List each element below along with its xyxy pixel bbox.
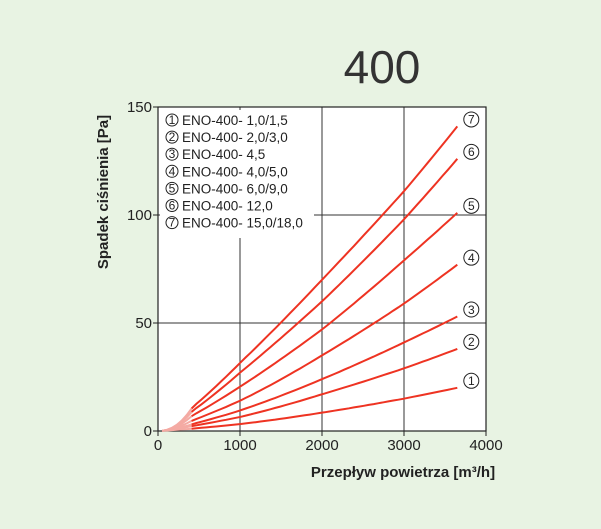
- legend-background: [160, 110, 314, 238]
- legend-marker-3: [165, 147, 179, 161]
- curve-marker-2: [463, 333, 480, 350]
- series-lines: [161, 125, 459, 432]
- legend-marker-7: [165, 216, 179, 230]
- curve-marker-4: [463, 249, 480, 266]
- curve-marker-6: [463, 143, 480, 160]
- legend-entry-4: ENO-400- 4,0/5,0: [182, 164, 288, 179]
- series-2-line: [191, 347, 458, 428]
- y-tick-label: 50: [135, 315, 152, 332]
- legend-marker-3-label: 3: [169, 147, 176, 161]
- series-4-line: [191, 263, 458, 422]
- legend-entry-6: ENO-400- 12,0: [182, 199, 273, 214]
- series-6-line: [190, 158, 459, 413]
- curve-marker-6-label: 6: [468, 145, 475, 159]
- curve-marker-7-label: 7: [468, 113, 475, 127]
- legend-marker-4-label: 4: [169, 164, 176, 178]
- x-tick-label: 1000: [223, 437, 256, 454]
- legend-marker-4: [165, 164, 179, 178]
- series-5-line: [191, 212, 458, 418]
- legend-entry-5: ENO-400- 6,0/9,0: [182, 181, 288, 196]
- legend-marker-6-label: 6: [169, 199, 176, 213]
- axes: 0 1000 2000 3000 4000 0 50 100 150: [127, 99, 503, 454]
- curve-markers: 1 2 3 4 5 6 7: [463, 111, 480, 389]
- y-tick-label: 0: [144, 423, 152, 440]
- curve-marker-3: [463, 301, 480, 318]
- chart-title: 400: [344, 41, 421, 93]
- curve-marker-5-label: 5: [468, 199, 475, 213]
- legend-marker-2-label: 2: [169, 130, 176, 144]
- legend-entry-7: ENO-400- 15,0/18,0: [182, 216, 303, 231]
- curve-marker-7: [463, 111, 480, 128]
- x-tick-label: 2000: [305, 437, 338, 454]
- legend-marker-6: [165, 199, 179, 212]
- x-tick-label: 0: [154, 437, 162, 454]
- x-tick-label: 4000: [469, 437, 502, 454]
- series-7-line: [190, 125, 459, 410]
- series-3-line: [191, 315, 458, 426]
- legend-marker-7-label: 7: [169, 216, 176, 230]
- x-tick-label: 3000: [387, 437, 420, 454]
- legend: 1 ENO-400- 1,0/1,5 2 ENO-400- 2,0/3,0 3 ENO-4…: [160, 110, 314, 238]
- series-1-line: [191, 386, 458, 430]
- curve-marker-2-label: 2: [468, 335, 475, 349]
- curve-marker-3-label: 3: [468, 303, 475, 317]
- y-axis-label: Spadek ciśnienia [Pa]: [95, 115, 112, 269]
- legend-marker-2: [165, 130, 179, 144]
- legend-marker-1-label: 1: [169, 113, 176, 127]
- legend-marker-1: [165, 113, 179, 127]
- legend-entry-3: ENO-400- 4,5: [182, 147, 265, 162]
- curve-marker-1: [463, 372, 480, 389]
- legend-entry-2: ENO-400- 2,0/3,0: [182, 130, 288, 145]
- legend-marker-5-label: 5: [169, 181, 176, 195]
- curve-marker-4-label: 4: [468, 251, 475, 265]
- curve-marker-1-label: 1: [468, 374, 475, 388]
- series-7-low-flow-segment: [161, 407, 193, 432]
- y-tick-label: 100: [127, 207, 152, 224]
- y-tick-label: 150: [127, 99, 152, 116]
- legend-entry-1: ENO-400- 1,0/1,5: [182, 113, 288, 128]
- curve-marker-5: [463, 197, 480, 214]
- x-axis-label: Przepływ powietrza [m³/h]: [311, 464, 495, 481]
- legend-marker-5: [165, 181, 179, 195]
